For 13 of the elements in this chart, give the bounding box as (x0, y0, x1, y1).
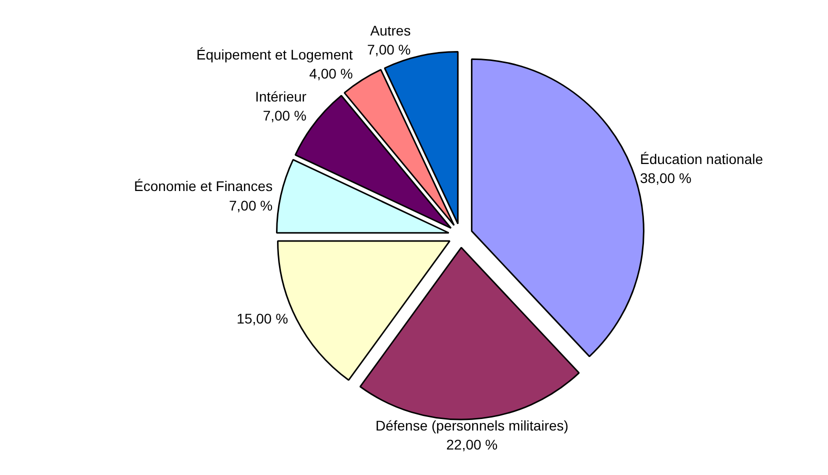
slice-label: Autres (370, 22, 411, 38)
data-label: 7,00 % (367, 42, 411, 58)
slice-label: Éducation nationale (640, 150, 764, 167)
slice-label: Économie et Finances (134, 178, 273, 194)
slice-label: Intérieur (255, 88, 307, 105)
slice-label: Équipement et Logement (196, 46, 353, 62)
data-label: 22,00 % (446, 436, 498, 453)
data-label: 7,00 % (262, 108, 306, 124)
slice-label: Défense (personnels militaires) (375, 417, 568, 434)
data-label: 7,00 % (228, 197, 273, 214)
data-label: 15,00 % (236, 310, 288, 326)
data-label: 38,00 % (640, 170, 692, 186)
data-label: 4,00 % (309, 66, 353, 82)
